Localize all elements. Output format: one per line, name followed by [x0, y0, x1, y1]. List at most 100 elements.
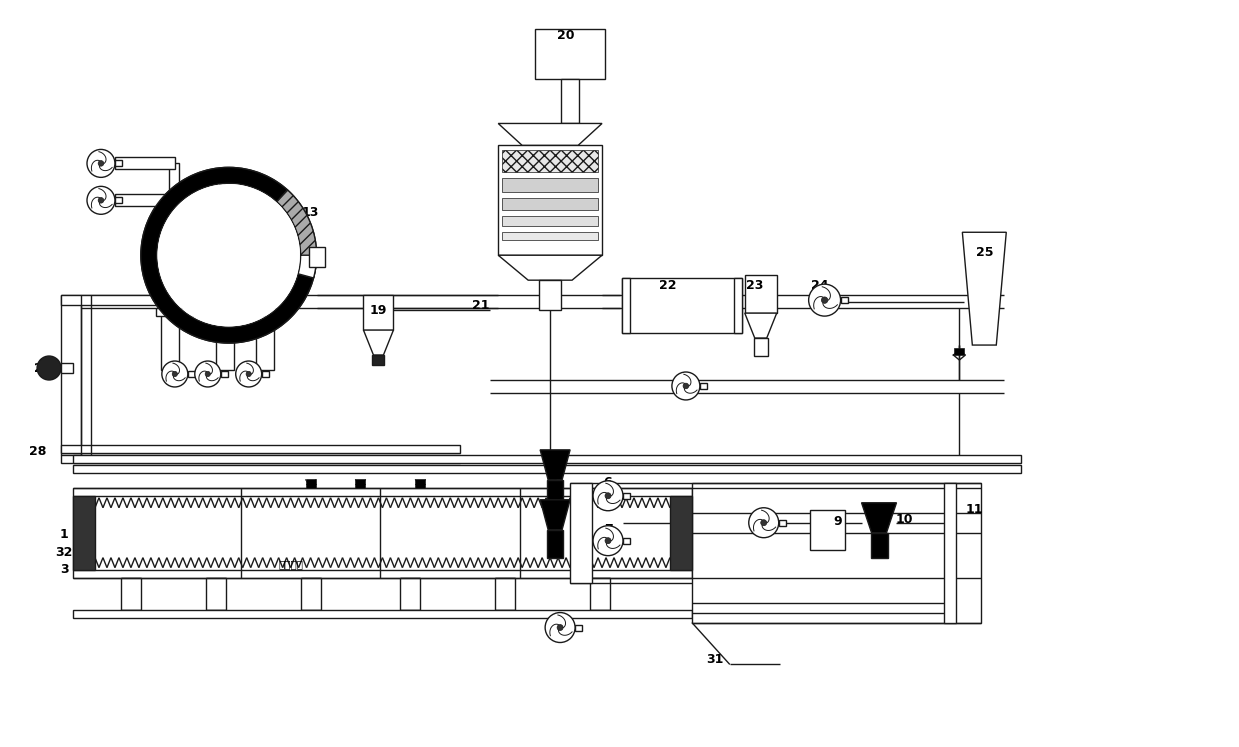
Text: 32: 32: [56, 546, 73, 560]
Bar: [301, 577, 321, 610]
Polygon shape: [299, 255, 316, 278]
Text: 8: 8: [757, 520, 766, 533]
Bar: [73, 455, 1021, 463]
Text: 28: 28: [30, 445, 47, 459]
Text: 22: 22: [659, 279, 676, 291]
Text: 1: 1: [59, 528, 68, 541]
Text: 23: 23: [746, 279, 763, 291]
Polygon shape: [141, 167, 313, 343]
Bar: [61, 455, 461, 463]
Circle shape: [748, 508, 778, 538]
Bar: [73, 488, 691, 577]
Text: 12: 12: [310, 254, 327, 267]
Bar: [502, 179, 598, 192]
Bar: [73, 496, 95, 570]
Polygon shape: [861, 503, 897, 533]
Circle shape: [195, 361, 221, 387]
Bar: [623, 538, 629, 544]
Bar: [502, 150, 598, 173]
Bar: [809, 509, 845, 550]
Bar: [73, 610, 691, 618]
Bar: [156, 308, 280, 316]
Bar: [206, 577, 225, 610]
Polygon shape: [276, 190, 316, 278]
Circle shape: [593, 481, 623, 511]
Bar: [954, 348, 964, 355]
Polygon shape: [363, 330, 394, 355]
Bar: [261, 371, 269, 377]
Circle shape: [593, 526, 623, 556]
Polygon shape: [963, 232, 1006, 345]
Text: 30: 30: [559, 621, 576, 634]
Bar: [73, 465, 1021, 473]
Bar: [691, 483, 981, 622]
Bar: [115, 197, 121, 203]
Text: 14: 14: [92, 157, 110, 170]
Circle shape: [558, 624, 563, 630]
Text: 15: 15: [92, 193, 110, 207]
Bar: [590, 577, 610, 610]
Bar: [548, 530, 563, 558]
Text: 25: 25: [975, 246, 994, 258]
Text: 20: 20: [558, 29, 575, 42]
Text: 循环风机: 循环风机: [278, 560, 304, 570]
Circle shape: [98, 197, 104, 203]
Bar: [623, 493, 629, 499]
Circle shape: [157, 185, 300, 326]
Bar: [363, 295, 394, 330]
Text: 4: 4: [549, 474, 558, 486]
Bar: [216, 310, 234, 370]
Polygon shape: [540, 450, 570, 480]
Text: 10: 10: [896, 513, 913, 526]
Bar: [733, 278, 742, 333]
Bar: [61, 295, 156, 305]
Bar: [373, 355, 384, 365]
Bar: [306, 479, 316, 488]
Bar: [356, 479, 366, 488]
Bar: [539, 280, 561, 310]
Bar: [415, 479, 425, 488]
Bar: [840, 297, 847, 303]
Bar: [309, 247, 325, 267]
Text: 7: 7: [603, 523, 612, 536]
Circle shape: [162, 361, 188, 387]
Text: 11: 11: [965, 503, 983, 516]
Bar: [161, 310, 178, 370]
Circle shape: [87, 149, 115, 177]
Bar: [561, 78, 579, 123]
Bar: [622, 278, 742, 333]
Circle shape: [141, 167, 316, 343]
Text: 21: 21: [472, 299, 489, 311]
Bar: [255, 310, 274, 370]
Circle shape: [821, 297, 828, 303]
Bar: [871, 533, 887, 558]
Bar: [944, 483, 957, 622]
Polygon shape: [498, 123, 602, 146]
Bar: [502, 198, 598, 211]
Text: 31: 31: [706, 653, 724, 666]
Bar: [188, 371, 195, 377]
Text: 5: 5: [549, 528, 558, 541]
Bar: [575, 624, 582, 630]
Bar: [496, 577, 515, 610]
Polygon shape: [498, 255, 602, 280]
Bar: [115, 161, 121, 167]
Text: 26: 26: [674, 376, 691, 388]
Circle shape: [683, 383, 689, 388]
Text: 3: 3: [59, 563, 68, 576]
Bar: [61, 295, 81, 455]
Circle shape: [247, 371, 252, 376]
Bar: [169, 164, 178, 263]
Circle shape: [235, 361, 261, 387]
Bar: [502, 232, 598, 241]
Bar: [115, 194, 175, 206]
Circle shape: [672, 372, 700, 400]
Bar: [548, 480, 563, 508]
Circle shape: [206, 371, 211, 376]
Text: 9: 9: [834, 515, 843, 528]
Text: 24: 24: [810, 279, 829, 291]
Bar: [778, 520, 786, 526]
Text: 18: 18: [237, 370, 254, 382]
Bar: [221, 371, 228, 377]
Text: 13: 13: [302, 206, 320, 219]
